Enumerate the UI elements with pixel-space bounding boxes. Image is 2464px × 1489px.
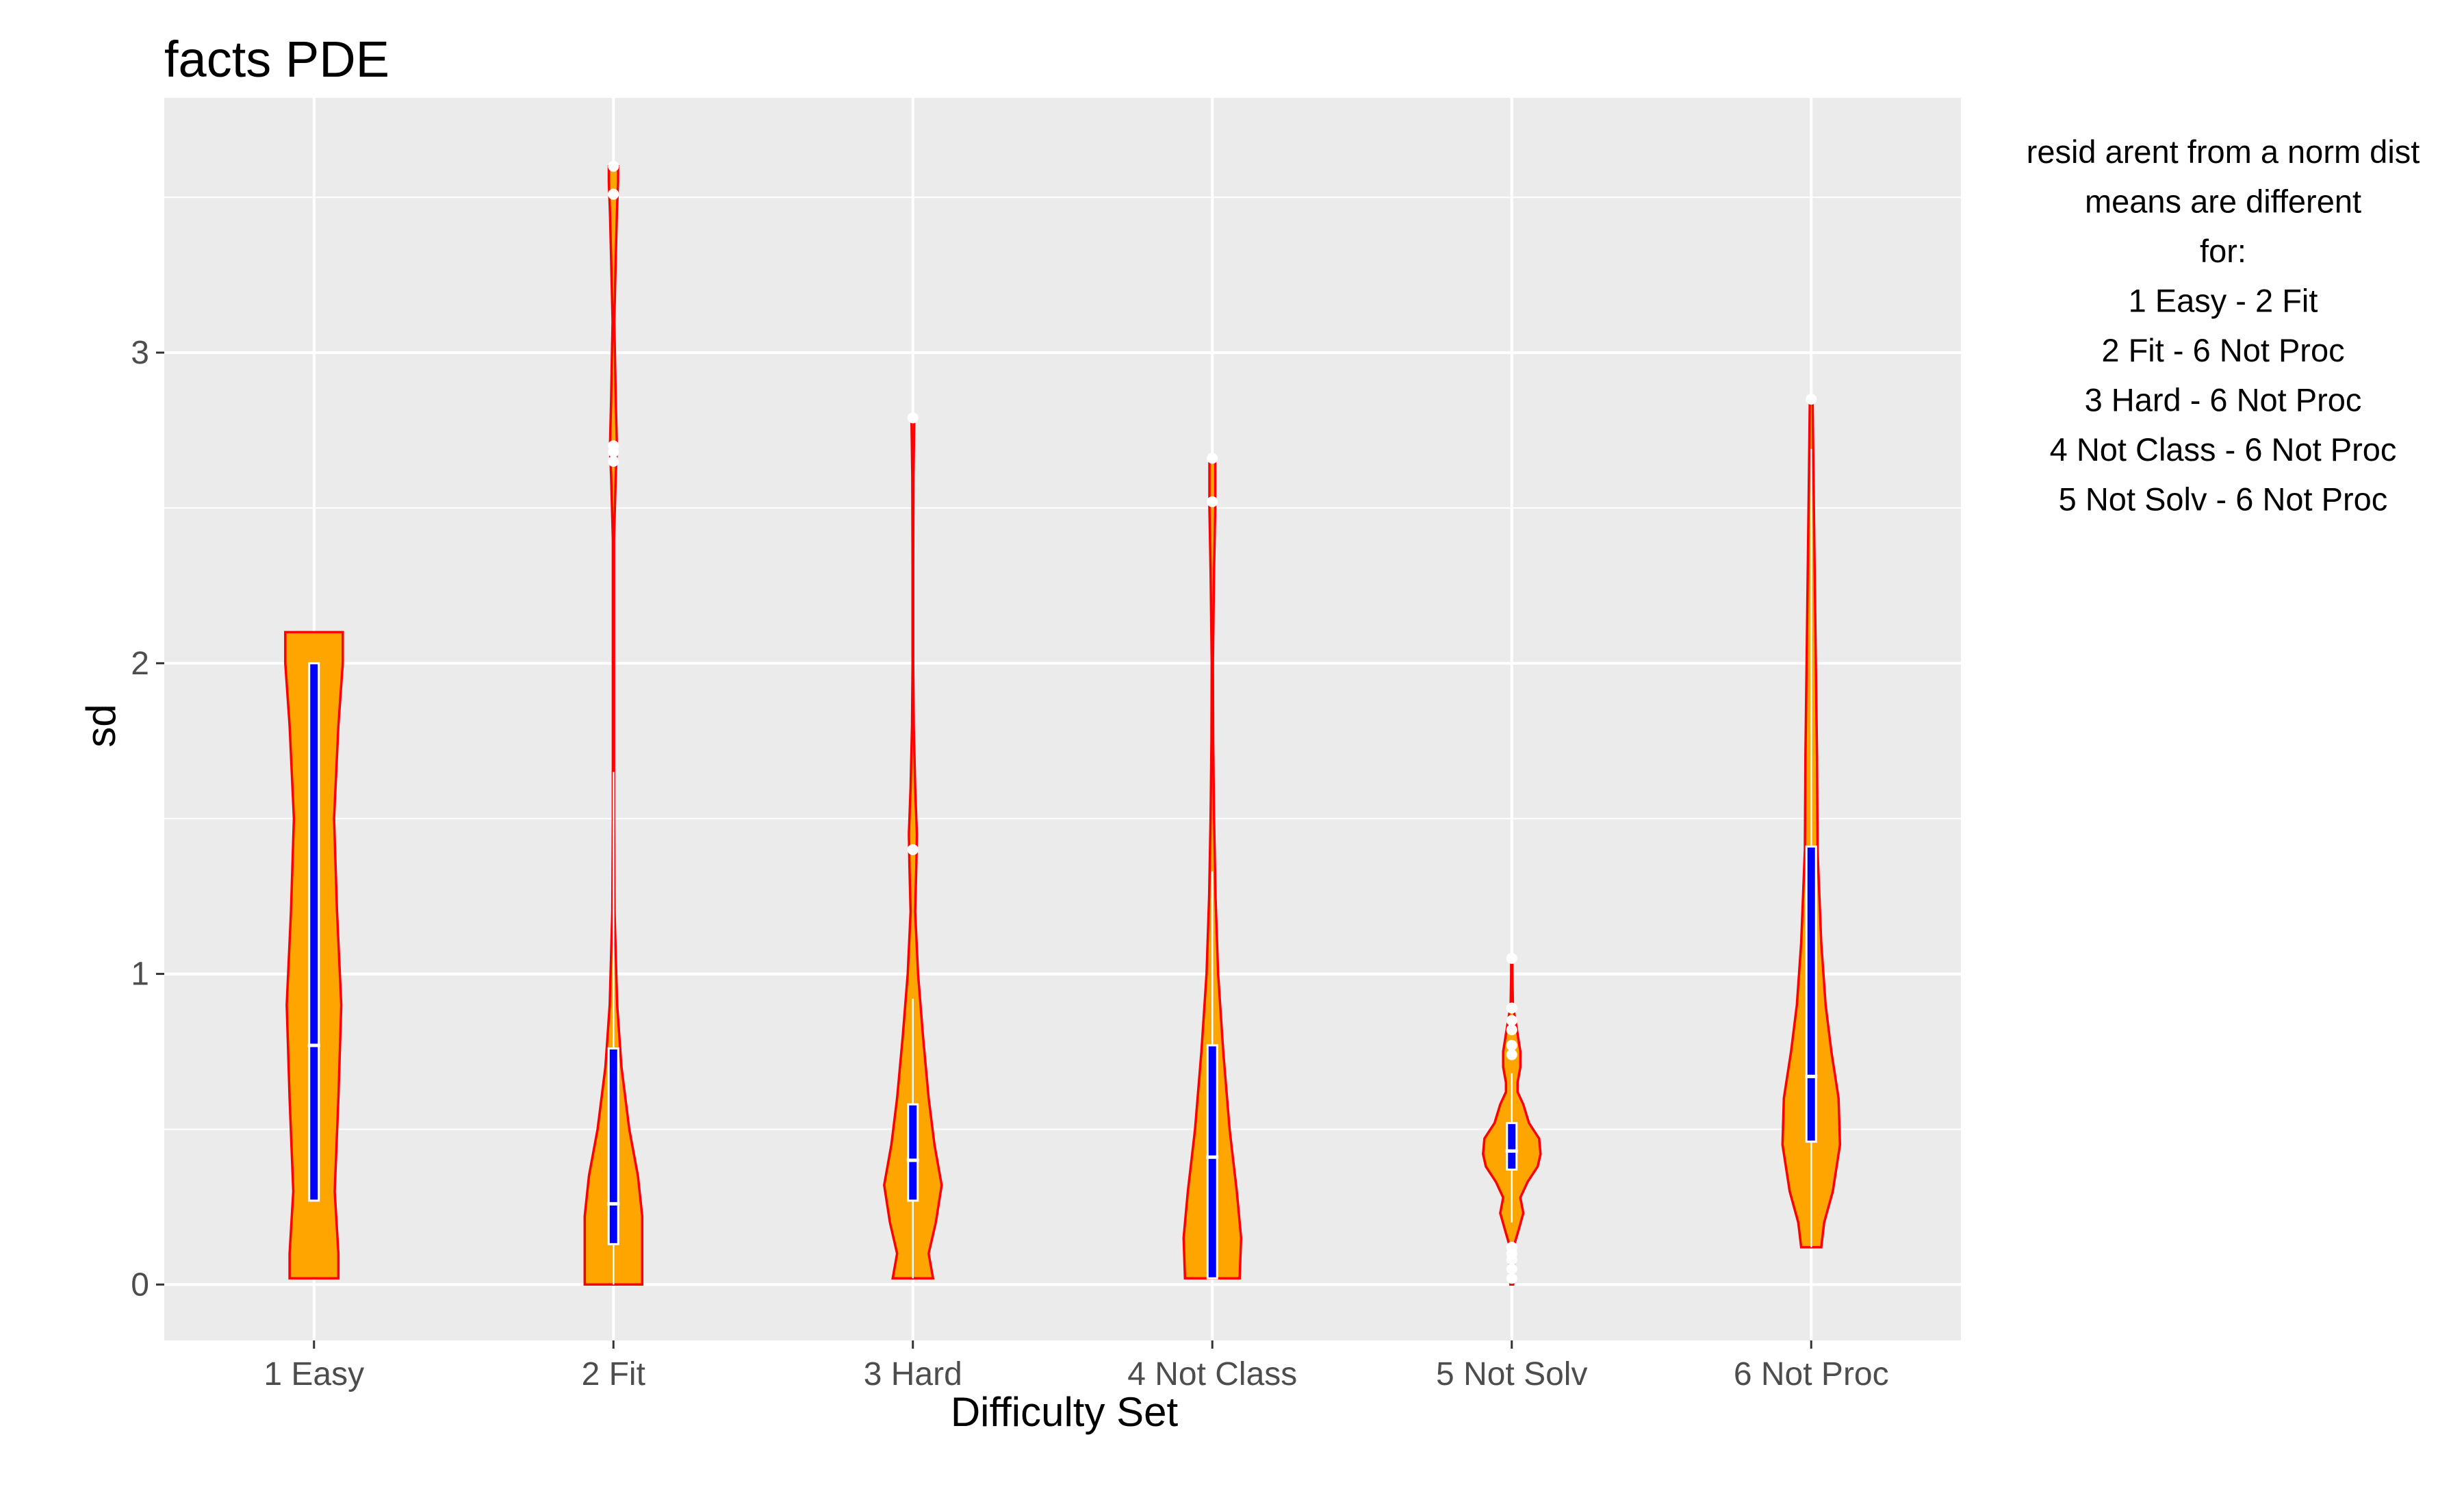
- x-tick-label: 2 Fit: [582, 1356, 645, 1392]
- y-tick-label: 1: [131, 956, 149, 993]
- outlier-point: [1506, 952, 1517, 964]
- annotation-line: 5 Not Solv - 6 Not Proc: [2059, 481, 2388, 518]
- outlier-point: [608, 160, 619, 172]
- annotation-line: means are different: [2085, 183, 2361, 220]
- annotation-line: 4 Not Class - 6 Not Proc: [2050, 431, 2397, 468]
- box-iqr: [907, 1103, 919, 1202]
- outlier-point: [1207, 496, 1218, 507]
- violin-layer: [284, 160, 1842, 1286]
- outlier-point: [1806, 394, 1817, 405]
- box-iqr: [1506, 1121, 1518, 1171]
- plot-panel: [164, 98, 1961, 1340]
- outlier-point: [1506, 1263, 1517, 1275]
- annotation-line: 2 Fit - 6 Not Proc: [2101, 332, 2344, 368]
- y-tick-label: 0: [131, 1267, 149, 1303]
- annotation-line: 3 Hard - 6 Not Proc: [2085, 382, 2362, 418]
- box-iqr: [1206, 1044, 1218, 1280]
- outlier-point: [907, 844, 919, 856]
- outlier-point: [1506, 1024, 1517, 1036]
- x-tick-label: 6 Not Proc: [1734, 1356, 1889, 1392]
- outlier-point: [907, 412, 919, 424]
- annotation-line: 1 Easy - 2 Fit: [2129, 283, 2318, 319]
- y-tick-label: 2: [131, 646, 149, 682]
- outlier-point: [1506, 1241, 1517, 1253]
- x-tick-label: 3 Hard: [864, 1356, 962, 1392]
- outlier-point: [608, 440, 619, 452]
- box-iqr: [1805, 845, 1817, 1143]
- x-tick-label: 5 Not Solv: [1436, 1356, 1587, 1392]
- annotation-block: resid arent from a norm dist means are di…: [2027, 133, 2420, 518]
- axis-layer: 0 1 2 3 1 Easy 2 Fit 3 Hard 4 Not Class 5 Not So…: [131, 335, 1888, 1392]
- outlier-point: [1506, 1002, 1517, 1014]
- outlier-point: [1506, 1273, 1517, 1284]
- outlier-point: [1506, 1039, 1517, 1051]
- chart-title: facts PDE: [164, 31, 389, 88]
- outlier-point: [608, 455, 619, 467]
- outlier-point: [1506, 1049, 1517, 1060]
- outlier-point: [1207, 453, 1218, 464]
- box-iqr: [607, 1047, 619, 1245]
- x-tick-label: 4 Not Class: [1127, 1356, 1297, 1392]
- y-axis-title: sd: [78, 704, 124, 747]
- annotation-line: for:: [2200, 233, 2246, 269]
- x-tick-label: 1 Easy: [264, 1356, 364, 1392]
- annotation-line: resid arent from a norm dist: [2027, 133, 2420, 170]
- outlier-point: [1506, 1015, 1517, 1026]
- x-axis-title: Difficulty Set: [951, 1389, 1179, 1435]
- outlier-point: [608, 188, 619, 200]
- box-iqr: [308, 662, 320, 1202]
- y-tick-label: 3: [131, 335, 149, 371]
